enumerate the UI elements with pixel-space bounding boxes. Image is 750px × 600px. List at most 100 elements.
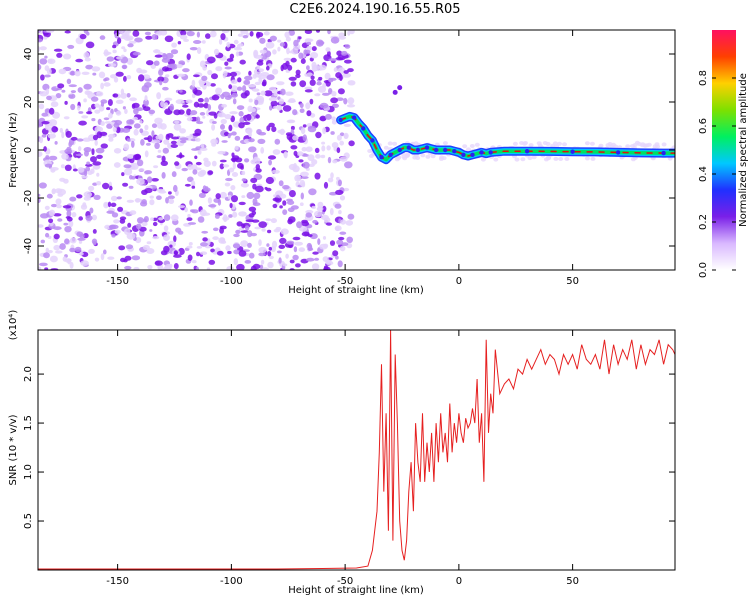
noise-blob xyxy=(208,204,217,208)
noise-blob xyxy=(337,260,343,268)
noise-blob xyxy=(282,200,287,206)
noise-blob xyxy=(343,70,349,74)
noise-blob xyxy=(238,201,246,206)
noise-blob xyxy=(136,159,144,167)
noise-blob xyxy=(171,42,178,48)
noise-blob xyxy=(256,92,261,96)
noise-blob xyxy=(279,205,283,209)
noise-blob xyxy=(260,72,269,77)
noise-blob xyxy=(283,57,292,62)
noise-blob xyxy=(60,164,65,169)
noise-blob xyxy=(336,97,344,101)
noise-blob xyxy=(63,178,69,184)
noise-blob xyxy=(276,81,285,86)
noise-blob xyxy=(158,190,167,194)
noise-blob xyxy=(346,236,354,243)
noise-blob xyxy=(160,123,167,130)
noise-blob xyxy=(272,203,278,209)
noise-blob xyxy=(91,118,96,122)
noise-blob xyxy=(149,229,153,232)
spectrogram-y-label: Frequency (Hz) xyxy=(8,112,19,188)
noise-blob xyxy=(78,146,82,152)
noise-blob xyxy=(266,74,275,81)
snr-y-label: SNR (10 * v/v) xyxy=(8,414,19,485)
noise-blob xyxy=(231,152,235,158)
noise-blob xyxy=(154,260,163,266)
noise-blob xyxy=(233,258,238,266)
noise-blob xyxy=(348,140,355,147)
noise-blob xyxy=(343,123,351,127)
noise-blob xyxy=(300,176,309,179)
noise-blob xyxy=(278,244,286,249)
noise-blob xyxy=(238,250,247,257)
noise-blob xyxy=(293,246,298,253)
noise-blob xyxy=(67,44,75,49)
noise-blob xyxy=(347,68,354,73)
haze-blob xyxy=(545,156,551,161)
noise-blob xyxy=(334,225,342,231)
noise-blob xyxy=(134,37,143,43)
noise-blob xyxy=(186,30,195,37)
noise-blob xyxy=(223,164,230,168)
noise-blob xyxy=(215,66,223,72)
noise-blob xyxy=(244,158,250,163)
noise-blob xyxy=(227,133,231,139)
noise-blob xyxy=(212,236,219,241)
noise-blob xyxy=(342,73,352,78)
noise-blob xyxy=(75,58,84,63)
noise-blob xyxy=(204,97,210,103)
x-tick-label: -100 xyxy=(220,576,243,587)
noise-blob xyxy=(150,217,154,221)
haze-blob xyxy=(630,157,636,162)
noise-blob xyxy=(339,231,347,235)
noise-blob xyxy=(311,46,317,52)
noise-blob xyxy=(288,50,294,54)
noise-blob xyxy=(129,97,138,102)
noise-blob xyxy=(259,264,264,270)
noise-blob xyxy=(106,107,111,111)
noise-blob xyxy=(47,58,53,64)
noise-blob xyxy=(230,115,235,123)
noise-blob xyxy=(146,60,154,66)
noise-blob xyxy=(127,43,134,48)
noise-blob xyxy=(128,185,134,189)
noise-blob xyxy=(168,198,175,204)
noise-blob xyxy=(268,86,277,92)
noise-blob xyxy=(253,54,263,59)
noise-blob xyxy=(315,30,321,33)
noise-blob xyxy=(224,182,231,187)
noise-blob xyxy=(225,177,233,182)
noise-blob xyxy=(226,266,234,270)
noise-blob xyxy=(182,104,189,108)
noise-blob xyxy=(129,210,137,216)
noise-blob xyxy=(322,205,327,212)
noise-blob xyxy=(338,236,345,241)
noise-blob xyxy=(38,38,43,43)
noise-blob xyxy=(285,60,290,67)
noise-blob xyxy=(339,156,348,162)
noise-blob xyxy=(341,242,349,247)
noise-blob xyxy=(158,133,164,141)
noise-blob xyxy=(335,57,344,61)
x-tick-label: -100 xyxy=(220,276,243,287)
noise-blob xyxy=(292,135,299,141)
noise-blob xyxy=(287,119,295,123)
noise-blob xyxy=(336,134,342,141)
noise-blob xyxy=(177,230,184,235)
y-tick-label: -20 xyxy=(23,190,34,206)
noise-blob xyxy=(65,130,72,138)
snr-y-ticks: 0.5 1.0 1.5 2.0 xyxy=(23,366,675,529)
noise-blob xyxy=(141,199,147,205)
noise-blob xyxy=(340,219,346,225)
noise-blob xyxy=(229,53,235,60)
noise-blob xyxy=(153,165,159,169)
noise-blob xyxy=(305,146,313,152)
noise-blob xyxy=(249,107,256,113)
noise-blob xyxy=(230,71,237,77)
noise-blob xyxy=(145,142,151,146)
noise-blob xyxy=(302,161,310,169)
noise-blob xyxy=(78,252,84,256)
noise-blob xyxy=(266,65,270,71)
noise-blob xyxy=(269,35,277,42)
ridge-point xyxy=(433,147,439,153)
